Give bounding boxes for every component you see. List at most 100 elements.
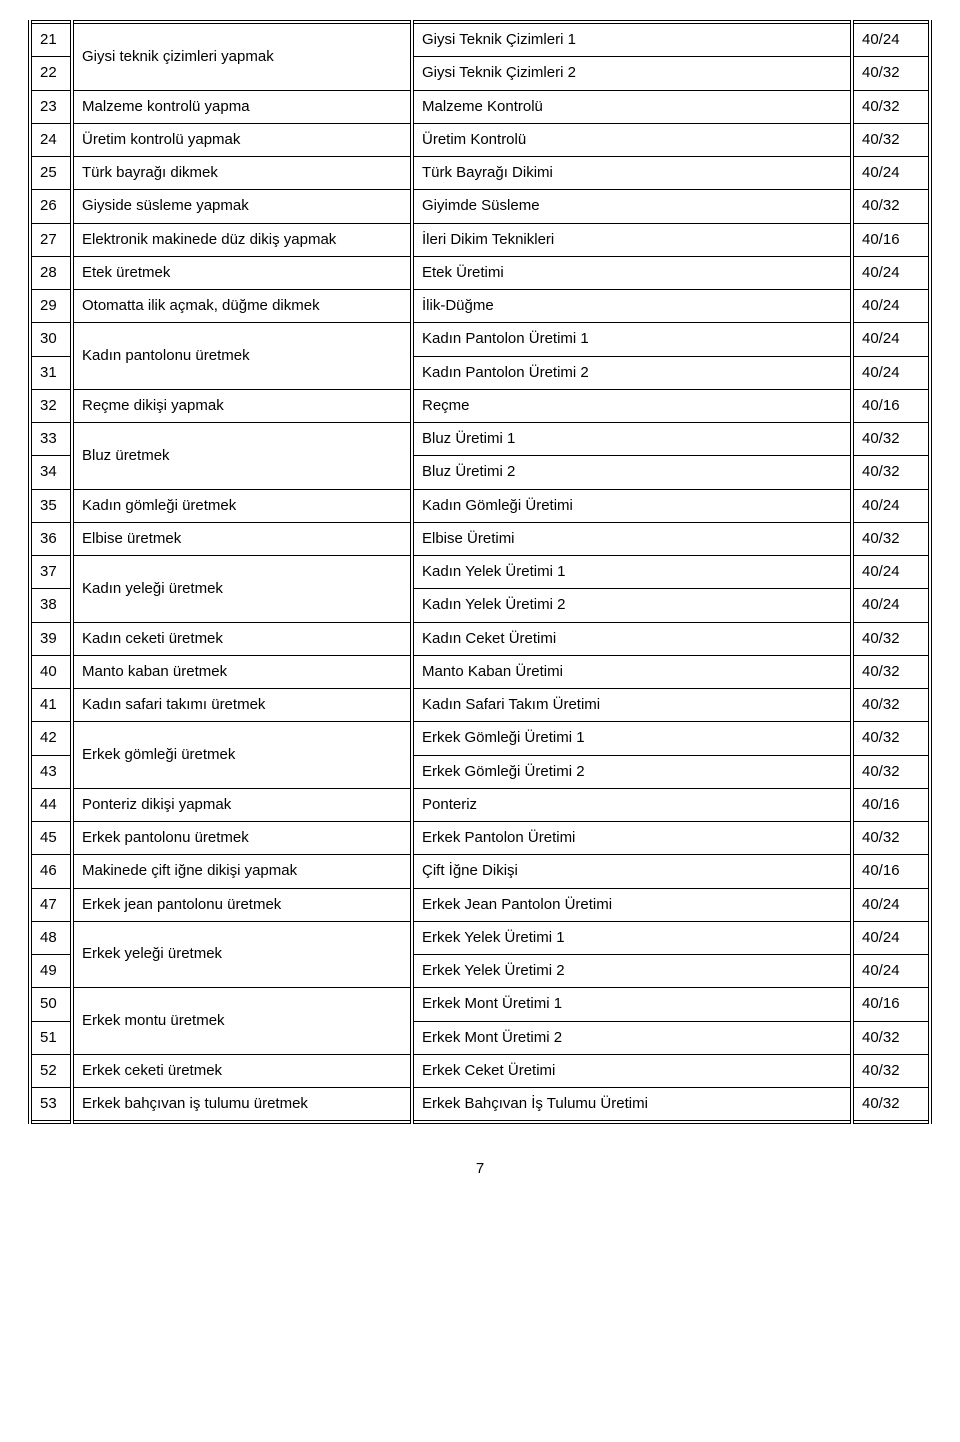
row-number: 44: [30, 788, 72, 821]
task-cell: Makinede çift iğne dikişi yapmak: [72, 855, 412, 888]
module-cell: Erkek Mont Üretimi 1: [412, 988, 852, 1021]
code-cell: 40/24: [852, 256, 930, 289]
row-number: 51: [30, 1021, 72, 1054]
module-cell: Kadın Yelek Üretimi 1: [412, 556, 852, 589]
module-cell: Erkek Gömleği Üretimi 2: [412, 755, 852, 788]
table-row: 28Etek üretmekEtek Üretimi40/24: [30, 256, 930, 289]
row-number: 29: [30, 290, 72, 323]
task-cell: Etek üretmek: [72, 256, 412, 289]
module-cell: Giysi Teknik Çizimleri 1: [412, 22, 852, 57]
module-cell: Erkek Bahçıvan İş Tulumu Üretimi: [412, 1088, 852, 1123]
task-cell: Kadın gömleği üretmek: [72, 489, 412, 522]
code-cell: 40/32: [852, 1054, 930, 1087]
module-cell: İleri Dikim Teknikleri: [412, 223, 852, 256]
code-cell: 40/24: [852, 356, 930, 389]
module-cell: Kadın Pantolon Üretimi 2: [412, 356, 852, 389]
task-cell: Malzeme kontrolü yapma: [72, 90, 412, 123]
row-number: 52: [30, 1054, 72, 1087]
code-cell: 40/16: [852, 788, 930, 821]
row-number: 49: [30, 955, 72, 988]
table-row: 46Makinede çift iğne dikişi yapmakÇift İ…: [30, 855, 930, 888]
module-cell: Kadın Ceket Üretimi: [412, 622, 852, 655]
module-cell: Erkek Yelek Üretimi 1: [412, 921, 852, 954]
module-cell: Reçme: [412, 389, 852, 422]
task-cell: Elbise üretmek: [72, 522, 412, 555]
module-cell: Erkek Ceket Üretimi: [412, 1054, 852, 1087]
row-number: 27: [30, 223, 72, 256]
module-cell: Bluz Üretimi 1: [412, 423, 852, 456]
code-cell: 40/16: [852, 389, 930, 422]
code-cell: 40/32: [852, 522, 930, 555]
module-cell: Üretim Kontrolü: [412, 123, 852, 156]
row-number: 47: [30, 888, 72, 921]
module-cell: Çift İğne Dikişi: [412, 855, 852, 888]
table-row: 50Erkek montu üretmekErkek Mont Üretimi …: [30, 988, 930, 1021]
row-number: 32: [30, 389, 72, 422]
task-cell: Manto kaban üretmek: [72, 655, 412, 688]
row-number: 53: [30, 1088, 72, 1123]
page-number: 7: [28, 1160, 932, 1177]
table-row: 52Erkek ceketi üretmekErkek Ceket Üretim…: [30, 1054, 930, 1087]
module-cell: Etek Üretimi: [412, 256, 852, 289]
row-number: 37: [30, 556, 72, 589]
table-row: 26Giyside süsleme yapmakGiyimde Süsleme4…: [30, 190, 930, 223]
code-cell: 40/32: [852, 722, 930, 755]
row-number: 28: [30, 256, 72, 289]
task-cell: Erkek pantolonu üretmek: [72, 822, 412, 855]
table-row: 39Kadın ceketi üretmekKadın Ceket Üretim…: [30, 622, 930, 655]
row-number: 23: [30, 90, 72, 123]
module-cell: Erkek Gömleği Üretimi 1: [412, 722, 852, 755]
table-row: 25Türk bayrağı dikmekTürk Bayrağı Dikimi…: [30, 157, 930, 190]
code-cell: 40/24: [852, 921, 930, 954]
table-row: 41Kadın safari takımı üretmekKadın Safar…: [30, 689, 930, 722]
task-cell: Erkek yeleği üretmek: [72, 921, 412, 988]
task-cell: Bluz üretmek: [72, 423, 412, 490]
module-cell: Erkek Pantolon Üretimi: [412, 822, 852, 855]
code-cell: 40/24: [852, 888, 930, 921]
module-cell: Erkek Yelek Üretimi 2: [412, 955, 852, 988]
module-cell: Ponteriz: [412, 788, 852, 821]
module-cell: Erkek Jean Pantolon Üretimi: [412, 888, 852, 921]
code-cell: 40/32: [852, 822, 930, 855]
table-row: 29Otomatta ilik açmak, düğme dikmekİlik-…: [30, 290, 930, 323]
code-cell: 40/24: [852, 290, 930, 323]
row-number: 34: [30, 456, 72, 489]
module-cell: Kadın Pantolon Üretimi 1: [412, 323, 852, 356]
code-cell: 40/32: [852, 655, 930, 688]
code-cell: 40/24: [852, 489, 930, 522]
row-number: 36: [30, 522, 72, 555]
module-cell: İlik-Düğme: [412, 290, 852, 323]
table-row: 45Erkek pantolonu üretmekErkek Pantolon …: [30, 822, 930, 855]
table-row: 30Kadın pantolonu üretmekKadın Pantolon …: [30, 323, 930, 356]
module-cell: Kadın Yelek Üretimi 2: [412, 589, 852, 622]
code-cell: 40/32: [852, 456, 930, 489]
task-cell: Erkek jean pantolonu üretmek: [72, 888, 412, 921]
task-cell: Ponteriz dikişi yapmak: [72, 788, 412, 821]
row-number: 21: [30, 22, 72, 57]
code-cell: 40/32: [852, 123, 930, 156]
module-cell: Türk Bayrağı Dikimi: [412, 157, 852, 190]
table-row: 24Üretim kontrolü yapmakÜretim Kontrolü4…: [30, 123, 930, 156]
code-cell: 40/32: [852, 190, 930, 223]
table-row: 21Giysi teknik çizimleri yapmakGiysi Tek…: [30, 22, 930, 57]
row-number: 40: [30, 655, 72, 688]
table-row: 44Ponteriz dikişi yapmakPonteriz40/16: [30, 788, 930, 821]
code-cell: 40/32: [852, 1088, 930, 1123]
row-number: 46: [30, 855, 72, 888]
table-row: 36Elbise üretmekElbise Üretimi40/32: [30, 522, 930, 555]
task-cell: Kadın yeleği üretmek: [72, 556, 412, 623]
code-cell: 40/24: [852, 589, 930, 622]
table-row: 53Erkek bahçıvan iş tulumu üretmekErkek …: [30, 1088, 930, 1123]
module-table-body: 21Giysi teknik çizimleri yapmakGiysi Tek…: [30, 22, 930, 1122]
module-cell: Kadın Safari Takım Üretimi: [412, 689, 852, 722]
code-cell: 40/24: [852, 556, 930, 589]
task-cell: Türk bayrağı dikmek: [72, 157, 412, 190]
task-cell: Elektronik makinede düz dikiş yapmak: [72, 223, 412, 256]
row-number: 43: [30, 755, 72, 788]
module-cell: Giyimde Süsleme: [412, 190, 852, 223]
code-cell: 40/32: [852, 57, 930, 90]
code-cell: 40/16: [852, 988, 930, 1021]
code-cell: 40/32: [852, 90, 930, 123]
code-cell: 40/32: [852, 622, 930, 655]
table-row: 23Malzeme kontrolü yapmaMalzeme Kontrolü…: [30, 90, 930, 123]
